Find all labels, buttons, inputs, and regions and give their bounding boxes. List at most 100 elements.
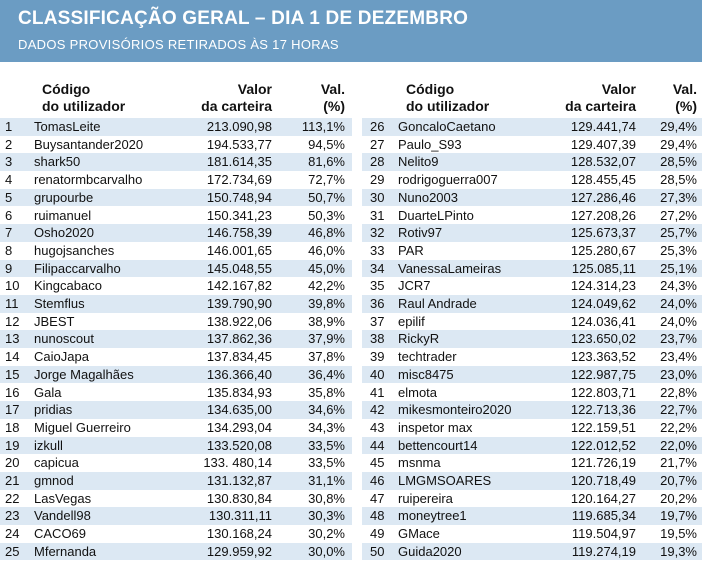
user-code: inspetor max	[398, 419, 473, 435]
portfolio-value: 130.830,84	[206, 490, 272, 506]
percent-change: 29,4%	[660, 119, 697, 134]
portfolio-value: 133.520,08	[206, 437, 272, 453]
table-row: 9 Filipaccarvalho 145.048,55 45,0%	[0, 259, 352, 278]
percent-change: 37,8%	[308, 349, 345, 365]
rank: 17	[5, 402, 20, 418]
table-row: 16 Gala 135.834,93 35,8%	[0, 384, 352, 402]
table-row: 4 renatormbcarvalho 172.734,69 72,7%	[0, 171, 352, 189]
percent-change: 27,3%	[660, 189, 697, 205]
user-code: Jorge Magalhães	[34, 366, 134, 382]
user-code: JCR7	[398, 278, 431, 294]
percent-change: 20,7%	[660, 473, 697, 488]
user-code: Stemflus	[34, 296, 85, 311]
user-code: Osho2020	[34, 225, 94, 241]
portfolio-value: 142.167,82	[206, 278, 272, 294]
percent-change: 50,7%	[308, 189, 345, 205]
user-code: GoncaloCaetano	[398, 119, 496, 134]
table-row: 34 VanessaLameiras 125.085,11 25,1%	[362, 259, 702, 278]
rank: 6	[5, 207, 13, 223]
table-row: 46 LMGMSOARES 120.718,49 20,7%	[362, 472, 702, 490]
table-row: 31 DuarteLPinto 127.208,26 27,2%	[362, 207, 702, 225]
percent-change: 94,5%	[308, 136, 345, 152]
table-row: 11 Stemflus 139.790,90 39,8%	[0, 295, 352, 313]
rank: 18	[5, 419, 20, 435]
table-row: 45 msnma 121.726,19 21,7%	[362, 454, 702, 472]
table-row: 17 pridias 134.635,00 34,6%	[0, 401, 352, 419]
user-code: LasVegas	[34, 490, 92, 506]
percent-change: 50,3%	[308, 207, 345, 223]
user-code: msnma	[398, 455, 441, 471]
portfolio-value: 146.758,39	[206, 225, 272, 241]
rank: 45	[370, 455, 385, 471]
percent-change: 27,2%	[660, 207, 697, 223]
portfolio-value: 130.311,11	[208, 508, 272, 524]
user-code: izkull	[34, 437, 63, 453]
user-code: Raul Andrade	[398, 296, 477, 311]
user-code: TomasLeite	[34, 119, 101, 134]
portfolio-value: 128.532,07	[570, 154, 636, 170]
rank: 26	[370, 119, 385, 134]
rank: 8	[5, 242, 13, 258]
percent-change: 72,7%	[308, 172, 345, 188]
rank: 49	[370, 526, 385, 542]
user-code: Miguel Guerreiro	[34, 419, 131, 435]
table-row: 19 izkull 133.520,08 33,5%	[0, 436, 352, 455]
table-row: 27 Paulo_S93 129.407,39 29,4%	[362, 136, 702, 154]
rank: 5	[5, 189, 13, 205]
percent-change: 24,0%	[660, 313, 697, 329]
percent-change: 81,6%	[308, 154, 345, 170]
table-row: 3 shark50 181.614,35 81,6%	[0, 153, 352, 172]
table-row: 24 CACO69 130.168,24 30,2%	[0, 525, 352, 543]
table-row: 38 RickyR 123.650,02 23,7%	[362, 330, 702, 349]
user-code: bettencourt14	[398, 437, 478, 453]
user-code: DuarteLPinto	[398, 207, 474, 223]
table-row: 37 epilif 124.036,41 24,0%	[362, 313, 702, 331]
percent-change: 37,9%	[308, 331, 345, 347]
portfolio-value: 122.987,75	[570, 366, 636, 382]
column-header: do utilizador	[42, 98, 126, 114]
portfolio-value: 129.959,92	[206, 543, 272, 559]
table-row: 13 nunoscout 137.862,36 37,9%	[0, 330, 352, 349]
percent-change: 30,8%	[308, 490, 345, 506]
user-code: GMace	[398, 526, 440, 542]
percent-change: 22,0%	[660, 437, 697, 453]
percent-change: 28,5%	[660, 172, 697, 188]
column-header: Val.	[672, 81, 697, 97]
rank: 30	[370, 189, 385, 205]
portfolio-value: 181.614,35	[206, 154, 272, 170]
portfolio-value: 125.280,67	[570, 242, 636, 258]
user-code: misc8475	[398, 366, 454, 382]
table-row: 41 elmota 122.803,71 22,8%	[362, 384, 702, 402]
portfolio-value: 172.734,69	[206, 172, 272, 188]
percent-change: 39,8%	[308, 296, 345, 311]
rank: 37	[370, 313, 385, 329]
rank: 1	[5, 119, 13, 134]
rank: 9	[5, 260, 13, 276]
table-row: 42 mikesmonteiro2020 122.713,36 22,7%	[362, 401, 702, 419]
rank: 10	[5, 278, 20, 294]
table-row: 26 GoncaloCaetano 129.441,74 29,4%	[362, 118, 702, 136]
portfolio-value: 128.455,45	[570, 172, 636, 188]
percent-change: 24,3%	[660, 278, 697, 294]
percent-change: 30,3%	[308, 508, 345, 524]
portfolio-value: 119.274,19	[571, 543, 636, 559]
table-row: 23 Vandell98 130.311,11 30,3%	[0, 507, 352, 526]
portfolio-value: 125.673,37	[570, 225, 636, 241]
percent-change: 25,1%	[660, 260, 697, 276]
table-row: 48 moneytree1 119.685,34 19,7%	[362, 507, 702, 526]
portfolio-value: 125.085,11	[571, 260, 636, 276]
rank: 48	[370, 508, 385, 524]
portfolio-value: 134.293,04	[206, 419, 272, 435]
user-code: techtrader	[398, 349, 457, 365]
portfolio-value: 129.441,74	[570, 119, 636, 134]
percent-change: 38,9%	[308, 313, 345, 329]
rank: 7	[5, 225, 13, 241]
portfolio-value: 134.635,00	[206, 402, 272, 418]
rank: 46	[370, 473, 385, 488]
portfolio-value: 122.713,36	[570, 402, 636, 418]
user-code: capicua	[34, 455, 79, 471]
user-code: mikesmonteiro2020	[398, 402, 512, 418]
percent-change: 113,1%	[301, 119, 345, 134]
percent-change: 19,5%	[660, 526, 697, 542]
percent-change: 36,4%	[308, 366, 345, 382]
